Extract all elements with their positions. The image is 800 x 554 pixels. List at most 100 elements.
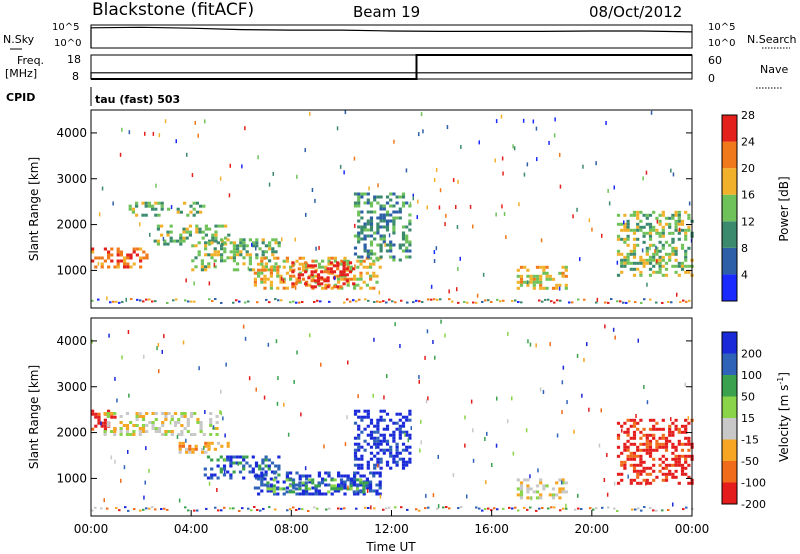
heatmap-cell [535, 343, 537, 348]
heatmap-cell [639, 261, 643, 265]
heatmap-cell [433, 250, 436, 255]
heatmap-cell [632, 451, 637, 455]
heatmap-cell [211, 233, 215, 237]
heatmap-cell [616, 213, 621, 217]
heatmap-cell [226, 238, 230, 242]
heatmap-cell [555, 493, 559, 497]
heatmap-cell [275, 339, 278, 344]
heatmap-cell [519, 481, 524, 485]
heatmap-cell [358, 298, 361, 301]
heatmap-cell [366, 415, 370, 419]
heatmap-cell [591, 227, 593, 232]
heatmap-cell [272, 484, 276, 488]
heatmap-cell [437, 504, 440, 509]
heatmap-cell [687, 454, 691, 458]
heatmap-cell [257, 274, 261, 278]
heatmap-cell [161, 433, 165, 436]
heatmap-cell [685, 300, 688, 303]
heatmap-cell [398, 258, 402, 262]
heatmap-cell [661, 258, 665, 262]
heatmap-cell [376, 457, 380, 461]
heatmap-cell [535, 274, 540, 278]
heatmap-cell [648, 243, 653, 247]
heatmap-cell [484, 507, 487, 510]
heatmap-cell [642, 433, 646, 437]
heatmap-cell [629, 463, 633, 467]
heatmap-cell [668, 424, 672, 428]
heatmap-cell [115, 507, 118, 510]
heatmap-cell [324, 492, 328, 496]
heatmap-cell [525, 428, 528, 433]
heatmap-cell [282, 259, 286, 263]
heatmap-cell [232, 253, 236, 257]
heatmap-cell [639, 258, 643, 262]
heatmap-cell [359, 274, 363, 278]
heatmap-cell [289, 301, 292, 304]
heatmap-cell [373, 195, 377, 199]
heatmap-cell [550, 300, 553, 303]
heatmap-cell [324, 286, 328, 290]
heatmap-cell [408, 409, 412, 413]
heatmap-cell [91, 247, 95, 251]
heatmap-cell [399, 344, 401, 348]
heatmap-cell [658, 463, 662, 467]
heatmap-cell [680, 261, 685, 265]
heatmap-cell [229, 461, 233, 465]
heatmap-cell [532, 490, 536, 494]
heatmap-cell [213, 262, 216, 267]
heatmap-cell [257, 155, 259, 160]
heatmap-cell [266, 489, 270, 493]
heatmap-cell [365, 265, 369, 269]
heatmap-cell [214, 224, 218, 228]
heatmap-cell [222, 473, 227, 477]
heatmap-cell [393, 139, 395, 144]
heatmap-cell [263, 395, 266, 400]
heatmap-cell [355, 484, 360, 488]
heatmap-cell [558, 283, 562, 287]
heatmap-cell [110, 253, 114, 257]
heatmap-cell [274, 241, 278, 245]
heatmap-cell [327, 490, 331, 494]
heatmap-cell [216, 488, 218, 492]
heatmap-cell [357, 436, 361, 440]
heatmap-cell [464, 415, 466, 420]
heatmap-cell [196, 421, 200, 424]
heatmap-cell [242, 244, 246, 248]
heatmap-cell [401, 225, 406, 229]
heatmap-cell [564, 490, 568, 494]
heatmap-cell [343, 256, 347, 260]
heatmap-cell [545, 265, 549, 269]
y-tick-label: 3000 [56, 380, 87, 394]
heatmap-cell [295, 280, 299, 284]
heatmap-cell [457, 301, 460, 304]
heatmap-cell [551, 493, 556, 497]
colorbar-swatch [722, 274, 737, 301]
heatmap-cell [639, 430, 643, 434]
heatmap-cell [229, 256, 233, 260]
heatmap-cell [519, 274, 524, 278]
heatmap-cell [516, 274, 520, 278]
heatmap-cell [392, 421, 396, 425]
heatmap-cell [317, 265, 321, 269]
heatmap-cell [191, 259, 195, 263]
heatmap-cell [192, 213, 196, 217]
heatmap-cell [388, 298, 391, 301]
heatmap-cell [353, 274, 357, 278]
heatmap-cell [305, 268, 309, 272]
heatmap-cell [154, 508, 157, 511]
heatmap-cell [451, 300, 454, 303]
heatmap-cell [141, 418, 146, 421]
heatmap-cell [427, 298, 430, 301]
heatmap-cell [185, 230, 189, 234]
heatmap-cell [677, 442, 681, 446]
heatmap-cell [684, 264, 688, 268]
heatmap-cell [405, 234, 409, 238]
heatmap-cell [646, 282, 648, 287]
heatmap-cell [291, 481, 296, 485]
heatmap-cell [219, 176, 222, 181]
heatmap-cell [394, 301, 397, 304]
heatmap-cell [91, 339, 93, 344]
heatmap-cell [345, 279, 349, 283]
heatmap-cell [658, 442, 662, 446]
